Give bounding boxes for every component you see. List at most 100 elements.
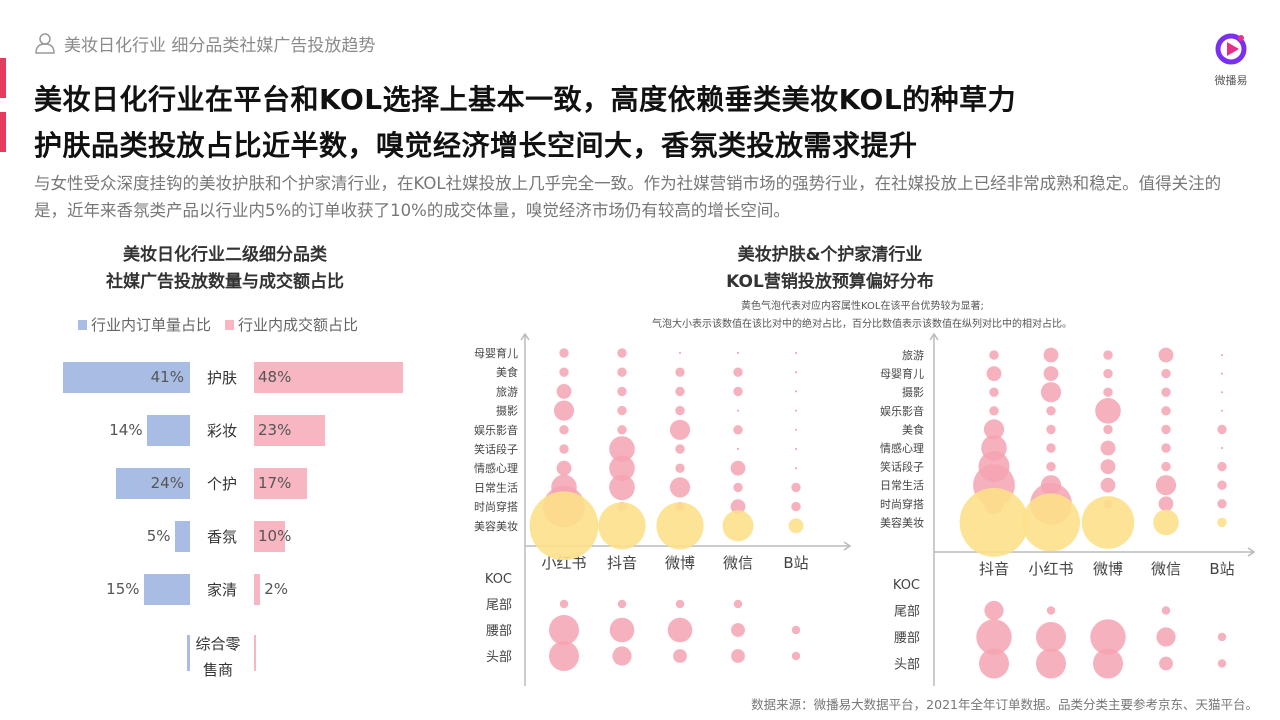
bubble-日常生活-微信 [733, 482, 743, 493]
label-deal-个护: 17% [258, 474, 292, 492]
bubble-摄影-微信 [737, 409, 739, 412]
category-彩妆: 彩妆 [206, 422, 237, 440]
row-label-娱乐影音: 娱乐影音 [880, 404, 924, 418]
bubble-旅游-B站 [1221, 354, 1223, 356]
description: 与女性受众深度挂钩的美妆护肤和个护家清行业，在KOL社媒投放上几乎完全一致。作为… [34, 174, 1222, 220]
platform-label-微博: 微博 [1093, 560, 1123, 578]
bubble-笑话段子-B站 [795, 448, 797, 450]
platform-label-B站: B站 [1209, 560, 1234, 578]
bubble-旅游-小红书 [1043, 347, 1059, 363]
kol-bubble-腰部-微博 [667, 617, 693, 643]
kol-bubble-尾部-抖音 [984, 600, 1004, 621]
bubble-笑话段子-小红书 [1046, 461, 1056, 472]
bubble-日常生活-B站 [1217, 480, 1227, 490]
bubble-时尚穿搭-微信 [730, 499, 746, 514]
kol-bubble-头部-微信 [731, 649, 745, 663]
bubble-摄影-抖音 [989, 387, 999, 397]
bubble-摄影-微博 [675, 405, 685, 416]
logo-text: 微播易 [1214, 74, 1248, 87]
row-label-时尚穿搭: 时尚穿搭 [474, 500, 518, 514]
bubble-娱乐影音-微博 [1095, 398, 1121, 424]
bubble-旅游-微博 [1103, 350, 1113, 360]
bubble-美食-小红书 [559, 367, 569, 377]
bubble-摄影-抖音 [617, 405, 627, 416]
bubble-母婴育儿-抖音 [617, 348, 627, 358]
kol-bubble-腰部-小红书 [549, 615, 579, 645]
kol-bubble-腰部-微博 [1090, 619, 1126, 655]
bubble-娱乐影音-小红书 [559, 425, 569, 435]
category-个护: 个护 [206, 475, 237, 493]
bubble-美容美妆-微博 [656, 502, 704, 550]
kol-bubble-头部-抖音 [612, 646, 632, 666]
bubble-笑话段子-抖音 [609, 436, 635, 462]
chart-note-1: 黄色气泡代表对应内容属性KOL在该平台优势较为显著; [741, 301, 984, 312]
kol-label-头部: 头部 [486, 650, 512, 665]
bubble-母婴育儿-小红书 [1043, 366, 1059, 381]
kol-label-尾部: 尾部 [894, 605, 920, 620]
bubble-旅游-微信 [1158, 347, 1174, 363]
bar-order-香氛 [174, 521, 190, 552]
right-chart-title-line1: 美妆护肤&个护家清行业 [737, 245, 923, 265]
bar-deal-家清 [254, 574, 261, 605]
right-chart-title-line2: KOL营销投放预算偏好分布 [726, 272, 934, 292]
row-label-时尚穿搭: 时尚穿搭 [880, 497, 924, 511]
left-chart-title: 美妆日化行业二级细分品类 社媒广告投放数量与成交额占比 [60, 242, 390, 296]
brand-logo: 微播易 [1207, 32, 1255, 87]
bubble-旅游-B站 [795, 390, 797, 393]
kol-bubble-腰部-抖音 [976, 619, 1012, 655]
platform-label-抖音: 抖音 [607, 554, 637, 572]
bubble-日常生活-微博 [669, 477, 691, 498]
category-家清: 家清 [206, 581, 237, 599]
bubble-情感心理-抖音 [609, 455, 635, 481]
label-order-家清: 15% [106, 580, 140, 598]
kol-bubble-尾部-抖音 [617, 599, 627, 609]
accent-bar [0, 58, 6, 98]
bubble-旅游-抖音 [989, 350, 999, 360]
bar-order-家清 [143, 574, 190, 605]
kol-bubble-头部-微博 [1093, 648, 1123, 679]
bubble-旅游-微信 [733, 386, 743, 397]
bubble-情感心理-微信 [1161, 443, 1171, 453]
row-label-情感心理: 情感心理 [474, 462, 518, 475]
kol-bubble-头部-微博 [673, 649, 687, 663]
bar-deal-综合零售商 [254, 635, 256, 671]
bubble-美容美妆-B站 [788, 518, 804, 534]
label-order-护肤: 41% [150, 368, 184, 386]
bubble-美食-B站 [795, 371, 797, 374]
row-label-美食: 美食 [902, 422, 924, 436]
label-order-彩妆: 14% [109, 421, 143, 439]
bubble-摄影-微博 [1103, 387, 1113, 397]
bubble-美容美妆-抖音 [959, 488, 1029, 557]
bubble-时尚穿搭-B站 [791, 501, 801, 512]
row-label-美食: 美食 [496, 365, 518, 379]
bubble-娱乐影音-微博 [669, 419, 691, 440]
user-icon [35, 33, 55, 54]
bar-deal-护肤 [254, 362, 403, 393]
bubble-日常生活-抖音 [609, 474, 635, 501]
bubble-美食-微信 [1161, 424, 1171, 435]
bubble-母婴育儿-微博 [1103, 368, 1113, 379]
legend-item-deal: 行业内成交额占比 [225, 314, 358, 335]
bubble-母婴育儿-微信 [1161, 368, 1171, 379]
left-chart-title-line2: 社媒广告投放数量与成交额占比 [106, 272, 344, 292]
kol-bubble-腰部-小红书 [1036, 622, 1066, 652]
bubble-情感心理-小红书 [1046, 443, 1056, 453]
label-deal-彩妆: 23% [258, 421, 292, 439]
kol-label-尾部: 尾部 [486, 598, 512, 613]
platform-label-抖音: 抖音 [979, 560, 1009, 578]
row-label-日常生活: 日常生活 [474, 480, 518, 494]
left-chart-legend: 行业内订单量占比 行业内成交额占比 [78, 314, 372, 335]
row-label-母婴育儿: 母婴育儿 [880, 367, 924, 381]
bubble-旅游-小红书 [556, 384, 572, 399]
bubble-摄影-微信 [1161, 387, 1171, 397]
bubble-日常生活-B站 [791, 482, 801, 493]
bubble-时尚穿搭-微信 [1158, 496, 1174, 512]
bubble-摄影-小红书 [553, 400, 575, 421]
kol-bubble-腰部-微信 [731, 623, 745, 637]
kol-bubble-腰部-微信 [1156, 627, 1176, 647]
bubble-美食-抖音 [983, 419, 1005, 440]
bubble-母婴育儿-B站 [1221, 372, 1223, 375]
play-logo-icon [1215, 33, 1247, 65]
bubble-娱乐影音-B站 [795, 428, 797, 431]
